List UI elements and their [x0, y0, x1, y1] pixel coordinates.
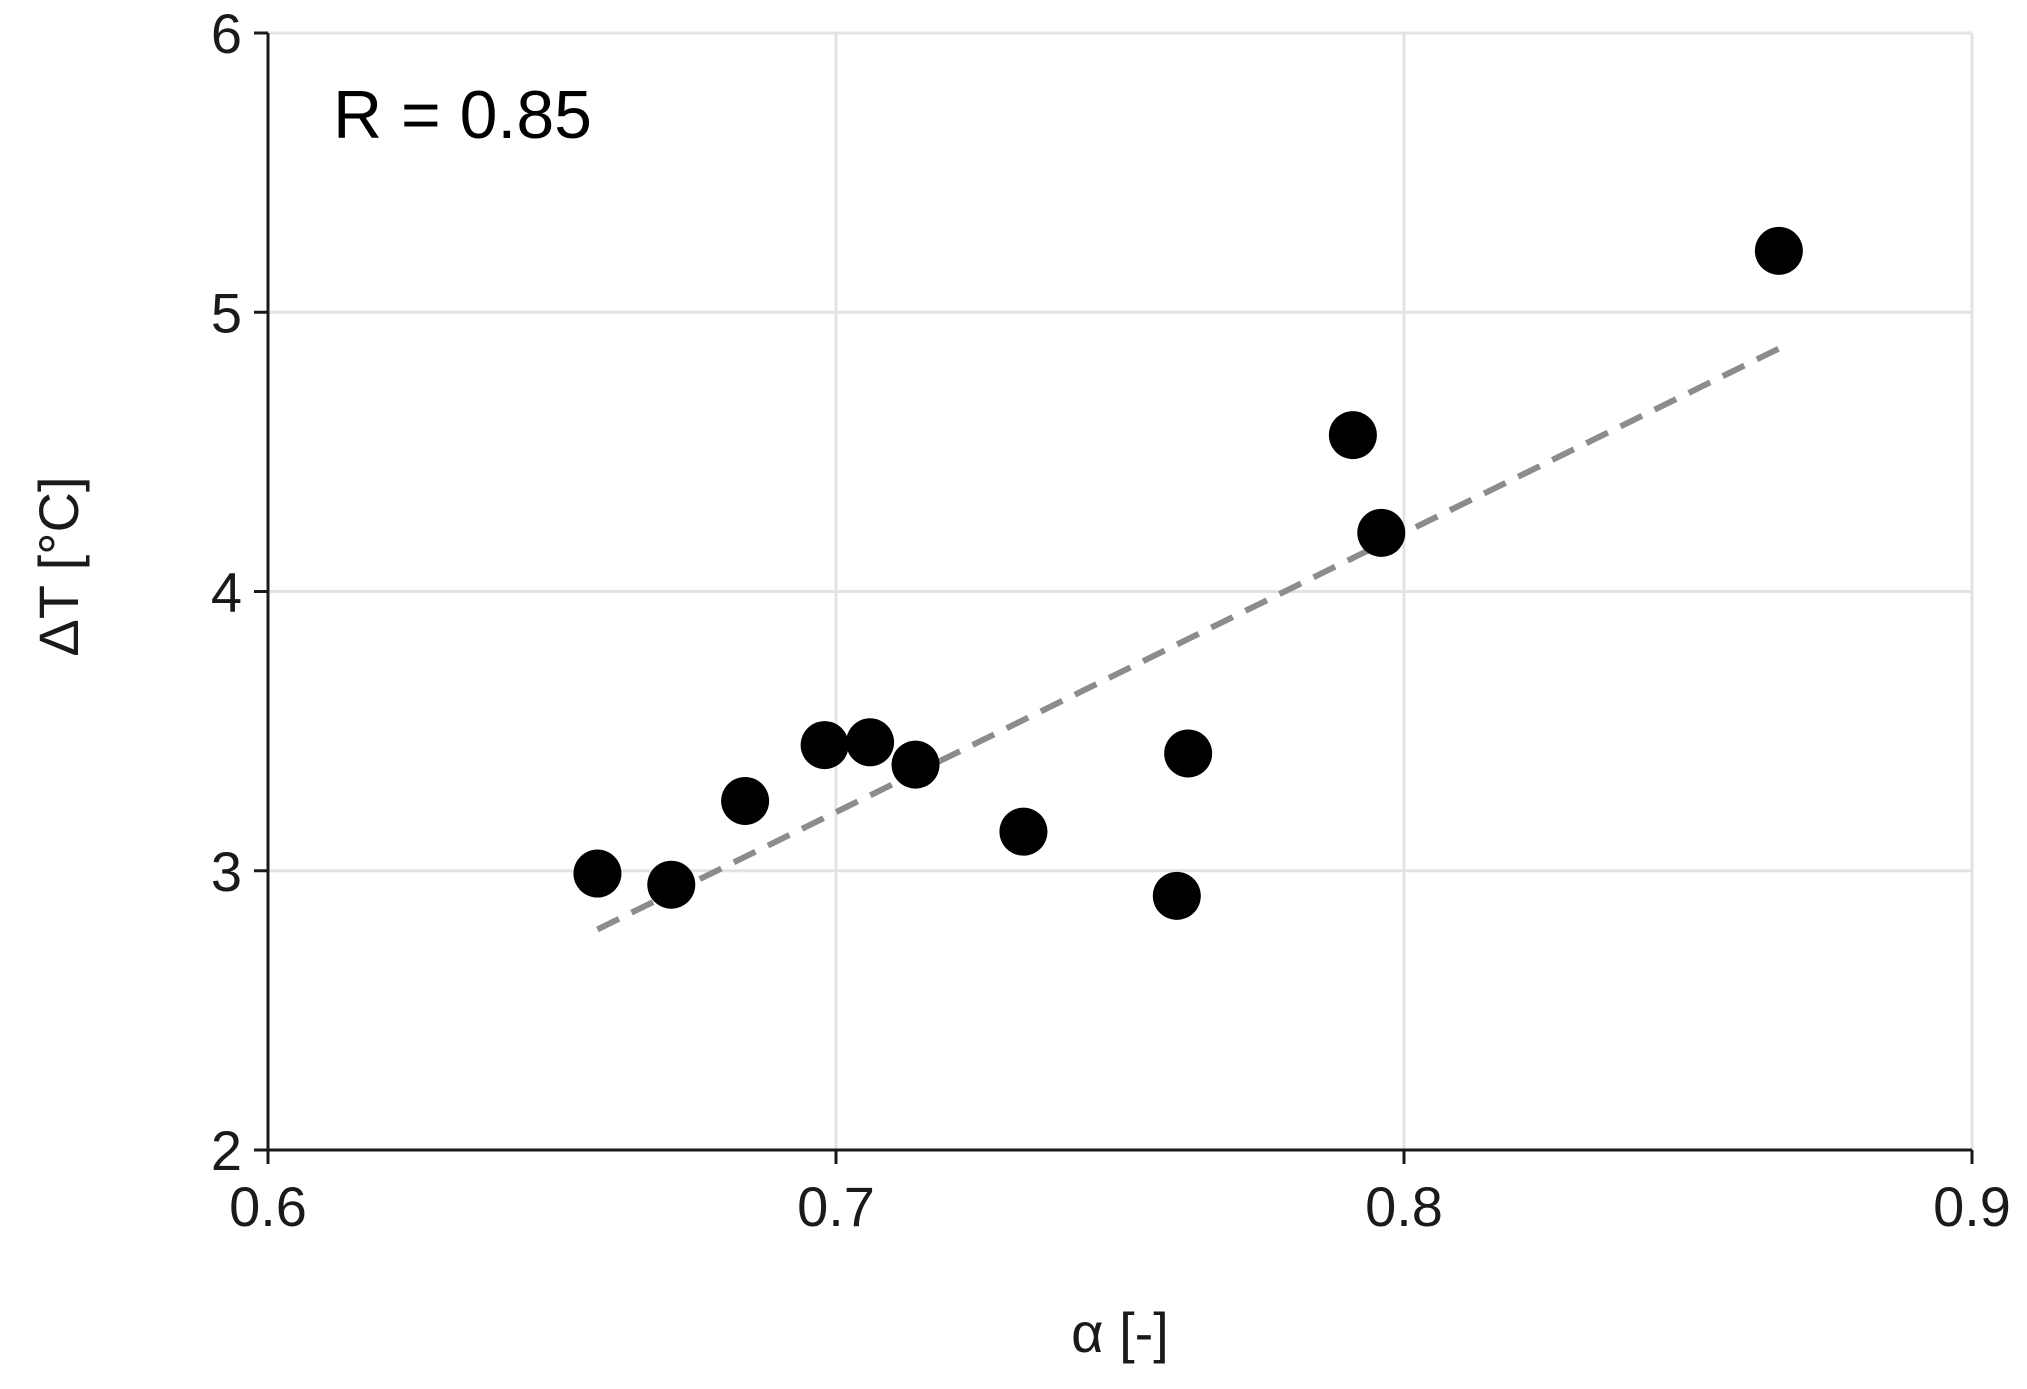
trendline	[596, 345, 1781, 933]
data-point-2	[721, 776, 770, 825]
tick-labels: 0.6 0.7 0.8 0.9 2 3 4 5 6	[211, 2, 2011, 1238]
data-point-11	[1754, 226, 1803, 275]
data-point-1	[647, 860, 696, 909]
x-tick-label-0: 0.6	[229, 1175, 307, 1238]
x-tick-label-1: 0.7	[797, 1175, 875, 1238]
data-point-3	[800, 721, 849, 770]
grid-lines	[268, 31, 1974, 1150]
y-tick-label-3: 5	[211, 281, 242, 344]
data-point-4	[846, 718, 895, 767]
data-point-10	[1357, 508, 1406, 557]
data-point-7	[1152, 871, 1201, 920]
trendline-group	[596, 345, 1781, 933]
y-tick-label-1: 3	[211, 840, 242, 903]
x-tick-label-3: 0.9	[1933, 1175, 2011, 1238]
y-tick-label-0: 2	[211, 1119, 242, 1182]
data-points	[573, 226, 1803, 920]
data-point-9	[1328, 411, 1377, 460]
data-point-0	[573, 849, 622, 898]
x-axis-label: α [-]	[1071, 1301, 1169, 1364]
y-tick-label-2: 4	[211, 561, 242, 624]
x-tick-label-2: 0.8	[1365, 1175, 1443, 1238]
data-point-6	[999, 807, 1048, 856]
y-tick-label-4: 6	[211, 2, 242, 65]
axes	[254, 31, 1974, 1164]
data-point-5	[891, 740, 940, 789]
data-point-8	[1164, 729, 1213, 778]
y-axis-label: ΔT [°C]	[27, 476, 90, 656]
correlation-annotation: R = 0.85	[333, 77, 592, 153]
